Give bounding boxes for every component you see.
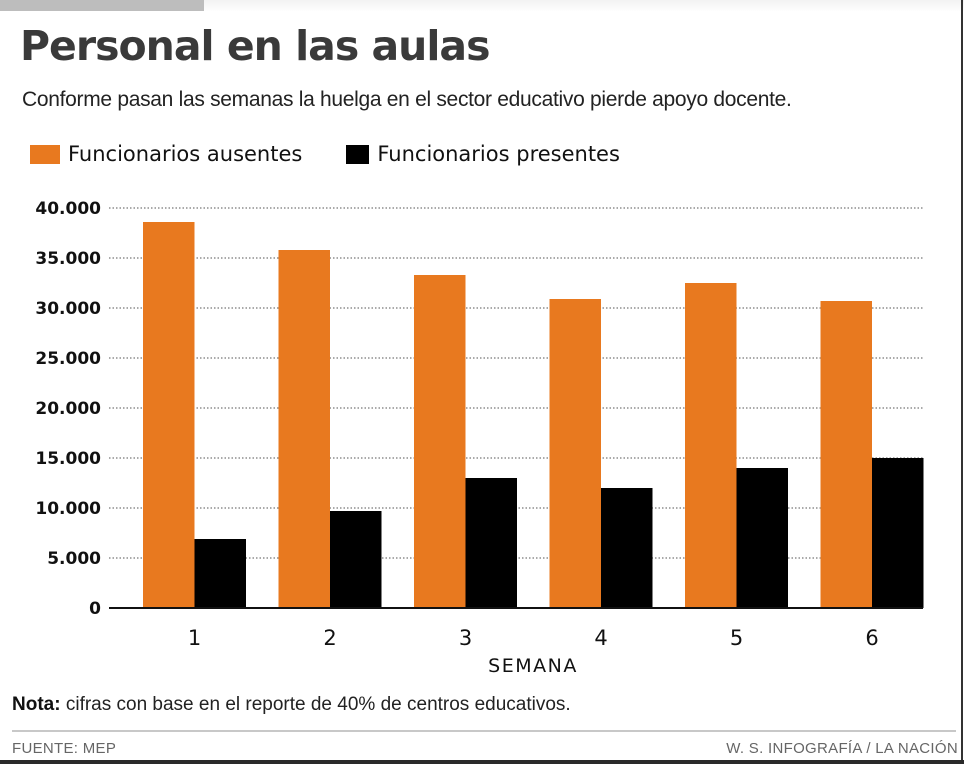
x-axis-title: SEMANA (488, 655, 578, 677)
x-tick-label: 3 (459, 626, 472, 650)
legend-swatch-ausentes (30, 144, 60, 164)
chart-title: Personal en las aulas (20, 22, 490, 70)
bar-presentes (194, 539, 246, 608)
bar-presentes (736, 468, 788, 608)
x-tick-label: 6 (865, 626, 878, 650)
bar-presentes (465, 478, 517, 608)
chart-subtitle: Conforme pasan las semanas la huelga en … (22, 88, 792, 111)
note-text: cifras con base en el reporte de 40% de … (60, 694, 571, 715)
legend-swatch-presentes (346, 144, 370, 164)
y-tick-label: 5.000 (47, 549, 101, 569)
legend-label-presentes: Funcionarios presentes (377, 142, 620, 166)
x-tick-label: 5 (730, 626, 743, 650)
x-tick-label: 1 (188, 626, 201, 650)
x-tick-label: 4 (594, 626, 607, 650)
bar-ausentes (685, 283, 737, 608)
y-tick-label: 20.000 (35, 399, 101, 419)
bar-ausentes (414, 275, 466, 608)
bar-ausentes (820, 301, 872, 608)
bar-chart: 0 5.000 10.000 15.000 20.000 25.000 30.000 35.0… (35, 199, 924, 677)
footer-divider (12, 730, 956, 732)
bar-ausentes (143, 222, 195, 608)
y-tick-label: 40.000 (35, 199, 101, 219)
x-tick-label: 2 (323, 626, 336, 650)
y-tick-label: 15.000 (35, 449, 101, 469)
footer-source: FUENTE: MEP (12, 740, 117, 757)
footer-credit: W. S. INFOGRAFÍA / LA NACIÓN (726, 740, 958, 757)
bar-ausentes (278, 250, 330, 608)
y-tick-label: 35.000 (35, 249, 101, 269)
legend-item-presentes: Funcionarios presentes (346, 142, 620, 166)
bottom-strip (0, 760, 964, 764)
legend: Funcionarios ausentes Funcionarios prese… (30, 142, 664, 166)
bar-ausentes (549, 299, 601, 608)
x-axis-ticks: 1 2 3 4 5 6 (188, 626, 879, 650)
note: Nota: cifras con base en el reporte de 4… (12, 694, 571, 716)
bars (143, 222, 924, 608)
y-axis-ticks: 0 5.000 10.000 15.000 20.000 25.000 30.000 35.0… (35, 199, 101, 619)
y-tick-label: 10.000 (35, 499, 101, 519)
top-bar (0, 0, 964, 12)
bar-presentes (601, 488, 653, 608)
legend-item-ausentes: Funcionarios ausentes (30, 142, 302, 166)
legend-label-ausentes: Funcionarios ausentes (68, 142, 303, 166)
y-tick-label: 25.000 (35, 349, 101, 369)
right-border (961, 0, 963, 764)
bar-presentes (330, 511, 382, 608)
y-tick-label: 0 (89, 599, 101, 619)
y-tick-label: 30.000 (35, 299, 101, 319)
bar-presentes (872, 458, 924, 608)
note-label: Nota: (12, 694, 61, 715)
top-tab (0, 0, 204, 11)
